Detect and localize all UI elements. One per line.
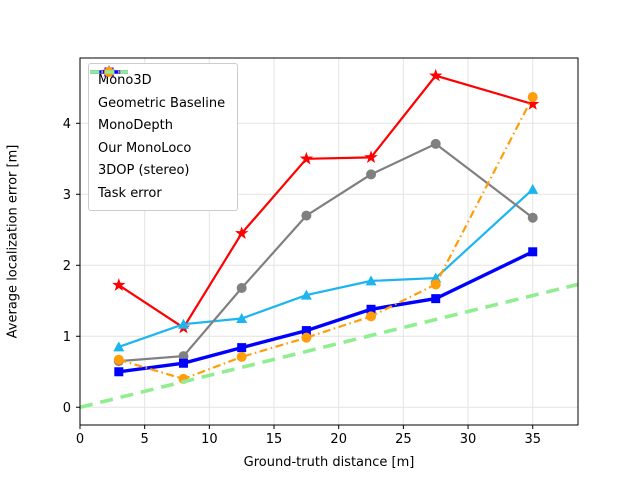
square-marker — [114, 367, 124, 377]
y-axis-label: Average localization error [m] — [5, 144, 21, 339]
triangle-marker — [527, 183, 539, 194]
legend-label: Our MonoLoco — [98, 140, 192, 156]
y-tick-label: 3 — [63, 188, 71, 203]
triangle-marker — [236, 313, 248, 324]
x-tick-label: 30 — [460, 432, 477, 447]
axes-frame — [79, 57, 579, 426]
x-axis-label: Ground-truth distance [m] — [243, 455, 415, 470]
circle-marker — [430, 279, 441, 290]
square-marker — [431, 294, 441, 304]
circle-marker — [301, 332, 312, 343]
legend-label: Mono3D — [98, 73, 152, 88]
circle-marker — [236, 282, 247, 293]
star-marker — [299, 151, 314, 165]
y-tick-label: 0 — [63, 401, 71, 416]
triangle-marker — [365, 275, 377, 286]
square-marker — [528, 247, 538, 257]
x-tick-label: 0 — [76, 432, 84, 447]
legend-label: Task error — [98, 185, 162, 201]
series-task-error — [79, 282, 579, 410]
legend-key-line-icon — [90, 70, 128, 74]
circle-marker — [527, 92, 538, 103]
star-marker — [526, 97, 540, 110]
star-marker — [112, 278, 126, 291]
circle-marker — [301, 210, 312, 221]
x-axis-ticks: 0 5 10 15 20 25 30 35 — [76, 425, 541, 447]
legend-label: 3DOP (stereo) — [98, 163, 190, 178]
legend-item-geometric-baseline: Geometric Baseline — [90, 66, 226, 113]
legend-item-3dop-stereo-: 3DOP (stereo) — [90, 67, 225, 180]
series-our-monoloco — [114, 247, 538, 377]
square-marker — [178, 358, 188, 368]
square-marker — [366, 304, 376, 314]
y-tick-label: 4 — [63, 117, 71, 132]
star-marker — [364, 150, 378, 164]
square-marker — [301, 326, 311, 336]
circle-marker — [366, 311, 377, 322]
circle-marker — [113, 354, 124, 365]
y-axis-ticks: 0 1 2 3 4 — [63, 117, 80, 416]
circle-marker — [236, 351, 247, 362]
x-tick-label: 35 — [524, 432, 541, 447]
circle-marker — [527, 212, 538, 223]
series-3dop-stereo- — [113, 92, 538, 384]
x-tick-label: 20 — [330, 432, 347, 447]
legend: Mono3D Geometric Baseline MonoDepth Our Mon… — [88, 63, 239, 211]
y-tick-label: 1 — [63, 330, 71, 345]
circle-marker — [430, 138, 441, 149]
square-marker — [237, 343, 247, 353]
x-tick-label: 25 — [395, 432, 412, 447]
legend-item-task-error: Task error — [90, 70, 225, 203]
triangle-marker — [300, 289, 312, 300]
legend-item-our-monoloco: Our MonoLoco — [90, 67, 225, 158]
star-marker — [429, 68, 443, 82]
star-marker — [235, 226, 249, 239]
triangle-marker — [177, 318, 189, 329]
y-tick-label: 2 — [63, 259, 71, 274]
circle-marker — [366, 169, 377, 180]
triangle-marker — [113, 341, 125, 352]
x-tick-label: 15 — [266, 432, 283, 447]
x-tick-label: 10 — [201, 432, 218, 447]
x-tick-label: 5 — [141, 432, 149, 447]
legend-label: Geometric Baseline — [98, 95, 226, 111]
circle-marker — [178, 351, 189, 362]
legend-label: MonoDepth — [98, 118, 173, 133]
legend-item-monodepth: MonoDepth — [90, 67, 225, 135]
